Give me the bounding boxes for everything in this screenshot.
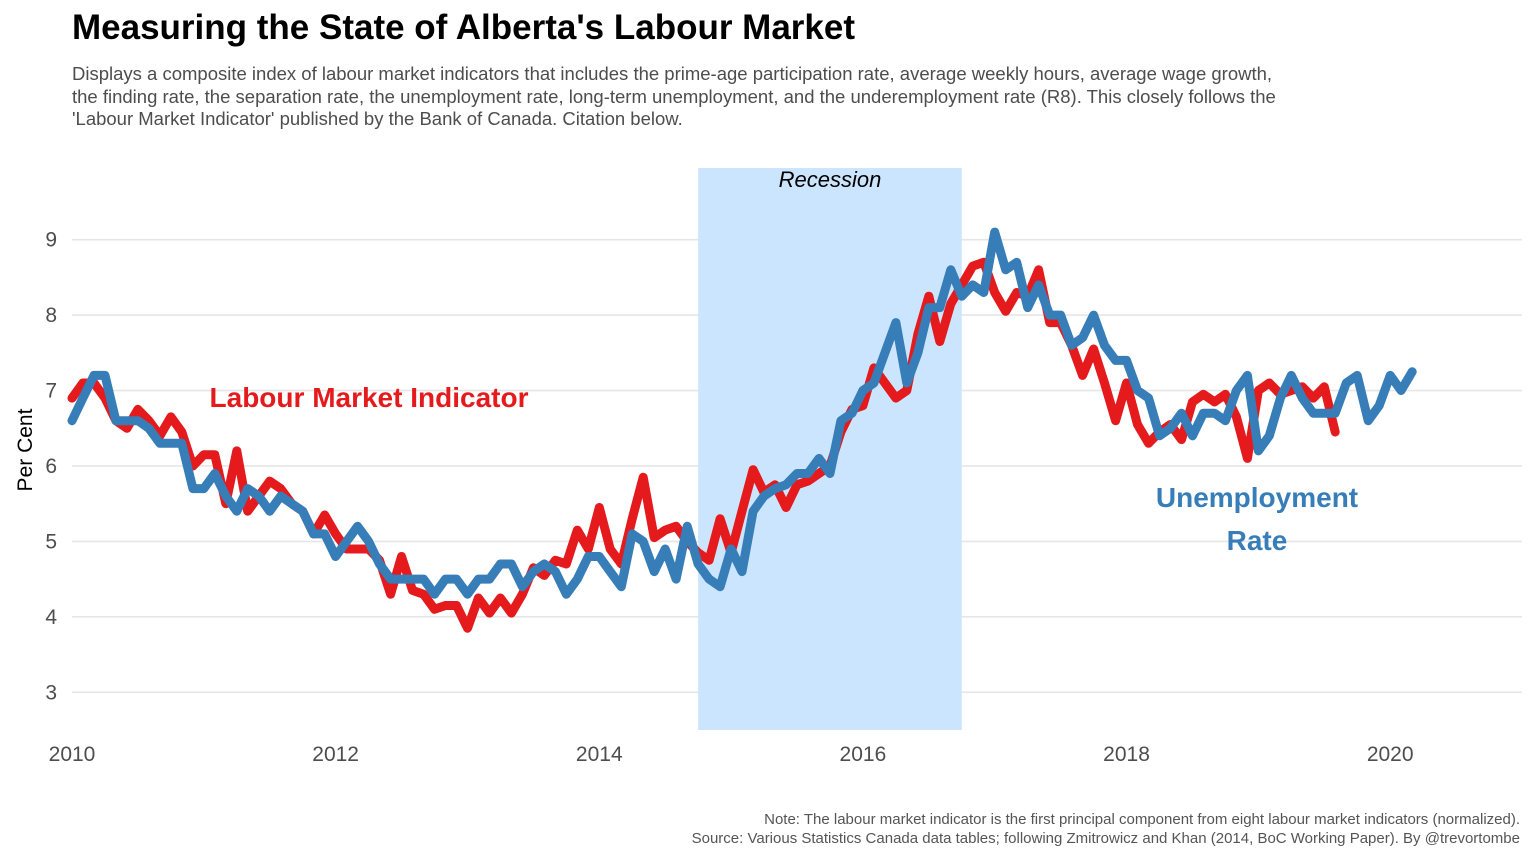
- x-tick-label-2014: 2014: [576, 743, 623, 766]
- y-tick-label-4: 4: [45, 606, 57, 629]
- y-tick-label-6: 6: [45, 455, 57, 478]
- y-tick-label-7: 7: [45, 380, 57, 403]
- caption-source: Source: Various Statistics Canada data t…: [691, 830, 1520, 847]
- chart-caption: Note: The labour market indicator is the…: [692, 810, 1520, 848]
- chart-subtitle: Displays a composite index of labour mar…: [72, 63, 1276, 129]
- caption-note: Note: The labour market indicator is the…: [764, 811, 1520, 828]
- y-tick-label-3: 3: [45, 681, 57, 704]
- recession-shading: [698, 168, 962, 730]
- x-tick-label-2010: 2010: [49, 743, 96, 766]
- unemployment-label-line-2: Rate: [1227, 525, 1288, 556]
- unemployment-series-label: Unemployment Rate: [1156, 482, 1358, 556]
- y-tick-label-5: 5: [45, 530, 57, 553]
- unemployment-label-line-1: Unemployment: [1156, 482, 1358, 513]
- recession-label: Recession: [779, 167, 882, 192]
- annotations: Recession Labour Market Indicator Unemploy…: [210, 167, 1359, 556]
- y-tick-label-8: 8: [45, 304, 57, 327]
- x-tick-label-2016: 2016: [840, 743, 887, 766]
- x-tick-label-2018: 2018: [1103, 743, 1150, 766]
- lmi-series-label: Labour Market Indicator: [210, 382, 529, 413]
- y-tick-label-9: 9: [45, 229, 57, 252]
- x-tick-label-2012: 2012: [312, 743, 359, 766]
- series-line-unemployment: [67, 227, 1417, 599]
- series-line-lmi: [67, 257, 1340, 633]
- series-lines: [67, 227, 1417, 633]
- tick-labels: 3 4 5 6 7 8 9 2010 2012 2014 2016 2018 2020: [45, 229, 1413, 766]
- recession-band: [698, 168, 962, 730]
- chart-title: Measuring the State of Alberta's Labour …: [72, 8, 856, 47]
- x-tick-label-2020: 2020: [1367, 743, 1414, 766]
